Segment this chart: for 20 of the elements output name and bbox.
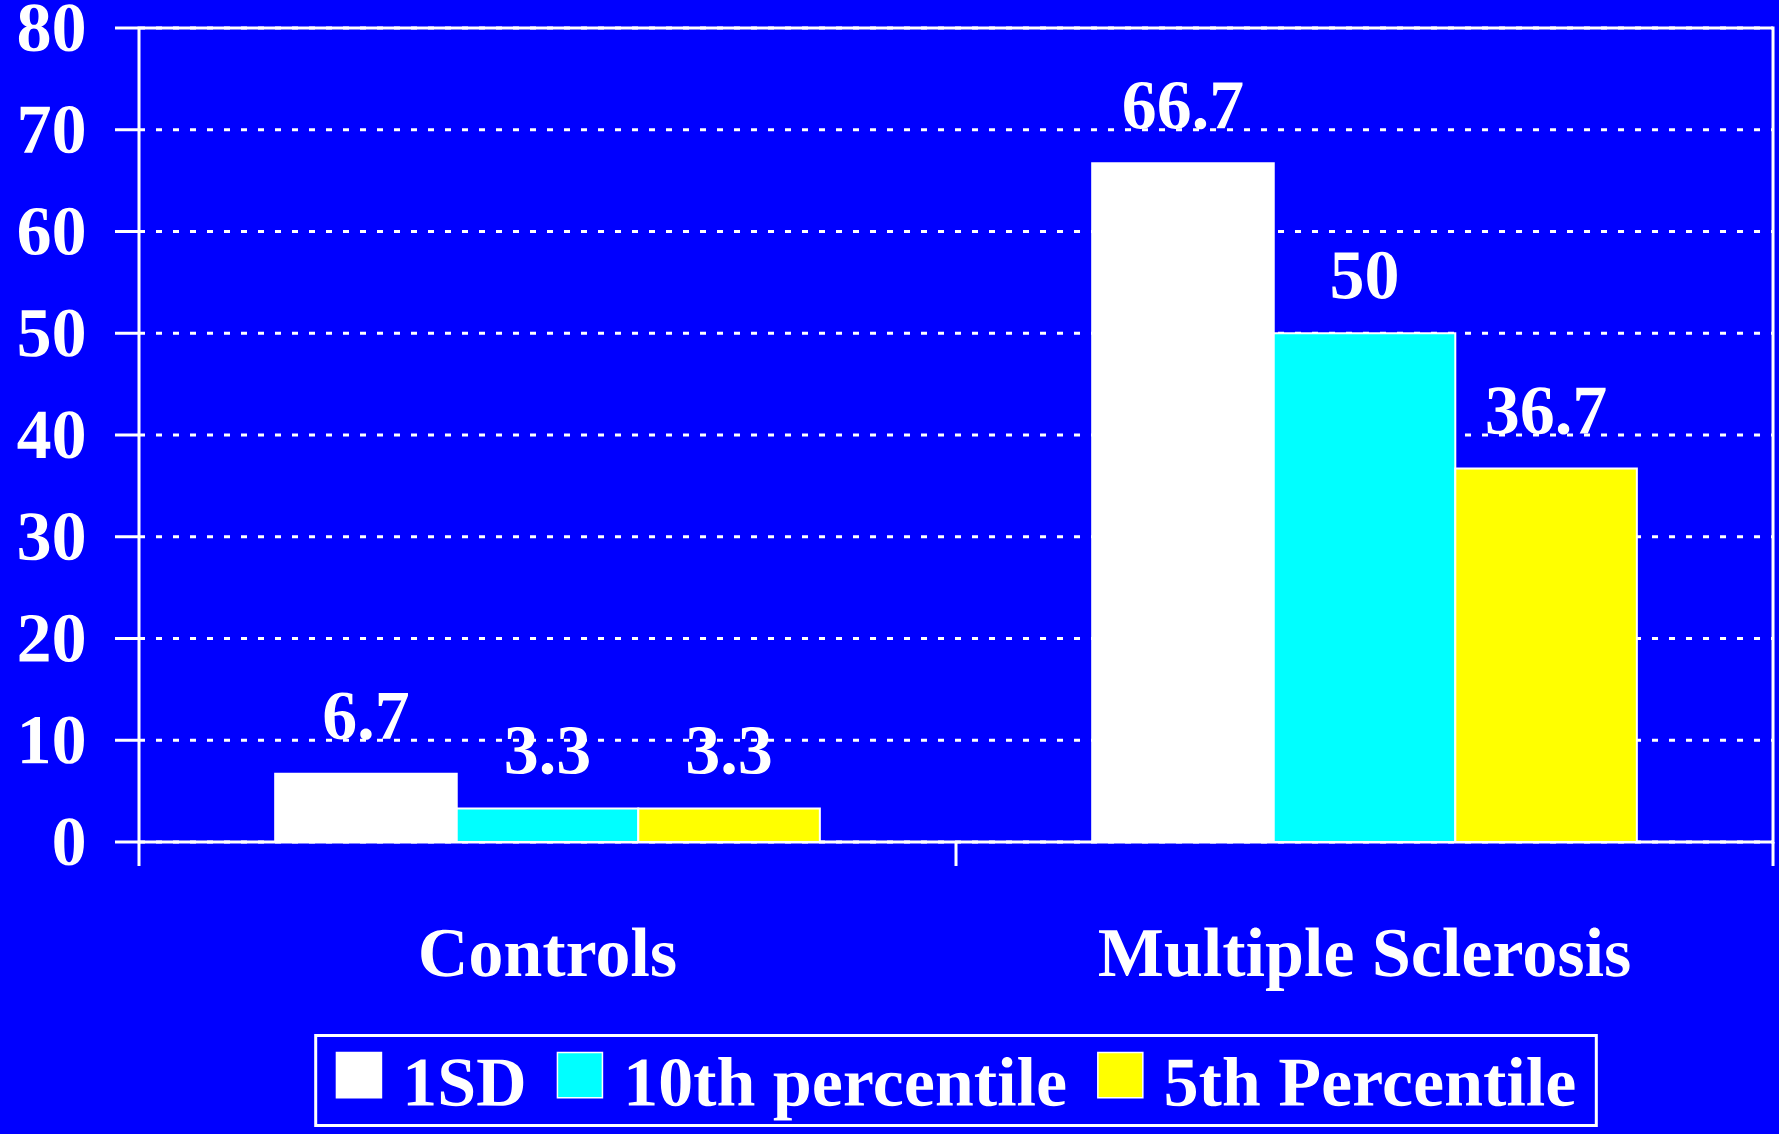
y-tick-label: 10 [22, 716, 84, 764]
y-tick-label: 40 [17, 411, 84, 459]
y-tick-label: 50 [19, 309, 84, 357]
legend-label: 10th percentile [628, 1057, 1066, 1121]
data-label: 6.7 [324, 692, 408, 740]
data-label: 66.7 [1124, 81, 1243, 130]
data-label: 36.7 [1487, 387, 1606, 435]
y-tick-label: 0 [54, 818, 84, 866]
legend-label: 5th Percentile [1166, 1057, 1575, 1107]
y-tick-label: 20 [19, 614, 84, 663]
x-tick-label: Controls [421, 927, 676, 977]
y-tick-label: 60 [19, 207, 84, 256]
y-tick-label: 70 [20, 106, 84, 154]
y-tick-label: 30 [19, 513, 84, 561]
data-label: 50 [1332, 251, 1397, 299]
x-tick-label: Multiple Sclerosis [1099, 927, 1630, 991]
y-tick-label: 80 [18, 4, 84, 52]
legend-label: 1SD [407, 1059, 524, 1107]
data-label: 3.3 [506, 727, 589, 775]
data-label: 3.3 [687, 727, 771, 775]
